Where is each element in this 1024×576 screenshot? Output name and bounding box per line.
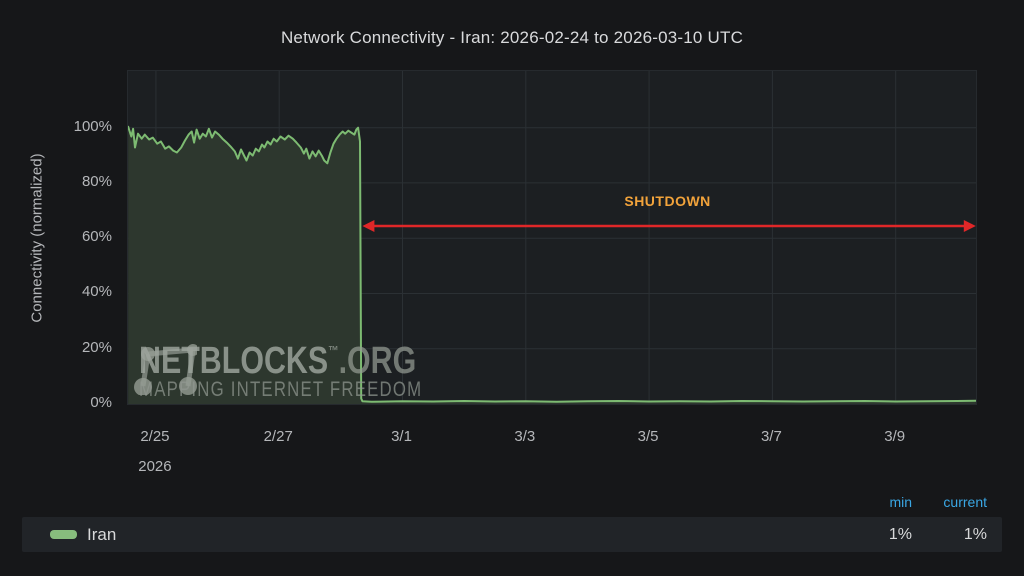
x-tick-label: 3/7	[760, 428, 782, 445]
x-tick-label: 3/9	[884, 428, 906, 445]
x-tick-label: 3/5	[637, 428, 659, 445]
legend-series-label-iran[interactable]: Iran	[87, 525, 117, 544]
y-tick-label: 100%	[73, 117, 112, 135]
chart-title: Network Connectivity - Iran: 2026-02-24 …	[280, 28, 744, 47]
shutdown-annotation-label: SHUTDOWN	[624, 192, 711, 209]
y-tick-label: 40%	[81, 283, 112, 301]
y-tick-label: 20%	[81, 338, 112, 356]
x-tick-label: 2/27	[263, 428, 293, 445]
legend-column-header-current[interactable]: current	[943, 494, 987, 510]
x-axis-year-label: 2026	[138, 458, 172, 475]
plot-area[interactable]: SHUTDOWN NETBLOCKS™.ORG MAPPING INTERNET…	[127, 70, 977, 405]
y-tick-label: 80%	[81, 172, 112, 190]
legend-min-value: 1%	[888, 526, 912, 543]
legend-row: Iran 1% 1%	[22, 517, 1002, 552]
connectivity-area-chart	[128, 71, 976, 404]
y-tick-label: 0%	[90, 394, 112, 411]
x-tick-label: 2/25	[140, 428, 170, 445]
legend-column-header-min[interactable]: min	[889, 494, 912, 510]
y-tick-label: 60%	[81, 228, 112, 246]
series-color-swatch	[50, 530, 77, 539]
legend-current-value: 1%	[963, 526, 987, 543]
x-tick-label: 3/1	[391, 428, 412, 445]
x-tick-label: 3/3	[514, 428, 536, 445]
